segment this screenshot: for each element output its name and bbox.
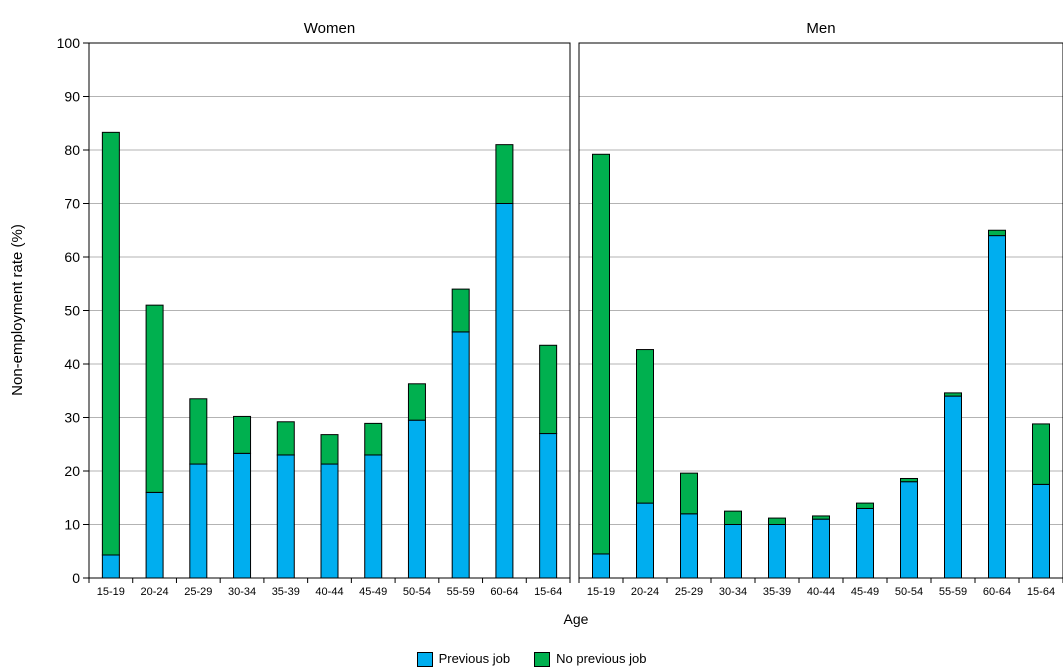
bar-women-40-44-previous-job — [320, 463, 339, 579]
legend-label-previous-job: Previous job — [438, 651, 511, 666]
legend-item-previous-job: Previous job — [416, 651, 511, 667]
bar-women-30-34-previous-job — [233, 452, 252, 579]
x-tick-label-men-15-19: 15-19 — [587, 586, 615, 598]
bar-women-15-19-no-previous-job — [101, 131, 120, 556]
bar-men-45-49-no-previous-job — [856, 502, 874, 509]
panel-frame-men — [578, 42, 1063, 579]
legend-swatch-no-previous-job — [534, 651, 551, 667]
bar-women-50-54-previous-job — [407, 419, 426, 579]
bar-men-30-34-previous-job — [724, 524, 742, 579]
y-tick-label-60: 60 — [64, 249, 80, 265]
legend-item-no-previous-job: No previous job — [534, 651, 646, 667]
y-axis-label: Non-employment rate (%) — [9, 224, 26, 396]
bar-men-55-59-no-previous-job — [944, 392, 962, 397]
bar-men-55-59-previous-job — [944, 395, 962, 579]
bar-women-50-54-no-previous-job — [407, 383, 426, 421]
bar-women-45-49-previous-job — [364, 454, 383, 579]
bar-women-60-64-no-previous-job — [495, 144, 514, 204]
bar-men-15-19-previous-job — [592, 553, 610, 579]
x-tick-label-men-50-54: 50-54 — [895, 586, 923, 598]
bar-men-35-39-previous-job — [768, 524, 786, 579]
bar-women-35-39-previous-job — [276, 454, 295, 579]
bar-women-30-34-no-previous-job — [233, 415, 252, 454]
bar-men-40-44-no-previous-job — [812, 515, 830, 520]
x-tick-label-men-55-59: 55-59 — [939, 586, 967, 598]
x-tick-label-women-60-64: 60-64 — [490, 586, 518, 598]
y-tick-label-40: 40 — [64, 356, 80, 372]
x-tick-label-men-25-29: 25-29 — [675, 586, 703, 598]
x-tick-label-men-40-44: 40-44 — [807, 586, 835, 598]
bar-women-55-59-no-previous-job — [451, 288, 470, 333]
bar-men-35-39-no-previous-job — [768, 517, 786, 526]
x-tick-label-women-45-49: 45-49 — [359, 586, 387, 598]
y-tick-label-10: 10 — [64, 517, 80, 533]
legend-swatch-previous-job — [416, 651, 433, 667]
y-tick-label-80: 80 — [64, 142, 80, 158]
bar-men-20-24-previous-job — [636, 502, 654, 579]
legend-label-no-previous-job: No previous job — [556, 651, 647, 666]
bar-men-60-64-no-previous-job — [988, 229, 1006, 237]
y-tick-label-50: 50 — [64, 303, 80, 319]
x-tick-label-men-15-64: 15-64 — [1027, 586, 1055, 598]
x-axis-label: Age — [564, 611, 589, 627]
bar-women-20-24-no-previous-job — [145, 304, 164, 493]
bar-men-50-54-no-previous-job — [900, 477, 918, 483]
x-tick-label-men-30-34: 30-34 — [719, 586, 747, 598]
bar-women-15-64-no-previous-job — [539, 344, 558, 435]
bar-men-15-64-previous-job — [1032, 483, 1050, 579]
x-tick-label-women-20-24: 20-24 — [141, 586, 169, 598]
x-tick-label-women-25-29: 25-29 — [184, 586, 212, 598]
x-tick-label-women-30-34: 30-34 — [228, 586, 256, 598]
x-tick-label-women-40-44: 40-44 — [315, 586, 343, 598]
y-tick-label-100: 100 — [57, 35, 81, 51]
bar-women-25-29-previous-job — [189, 463, 208, 579]
x-tick-label-men-20-24: 20-24 — [631, 586, 659, 598]
bar-women-55-59-previous-job — [451, 331, 470, 579]
x-tick-label-men-45-49: 45-49 — [851, 586, 879, 598]
panel-title-men: Men — [806, 20, 835, 37]
y-tick-label-30: 30 — [64, 410, 80, 426]
bar-women-35-39-no-previous-job — [276, 421, 295, 456]
y-tick-label-0: 0 — [72, 570, 80, 586]
x-tick-label-women-55-59: 55-59 — [447, 586, 475, 598]
bar-women-45-49-no-previous-job — [364, 422, 383, 456]
bar-men-15-64-no-previous-job — [1032, 423, 1050, 485]
bar-men-20-24-no-previous-job — [636, 349, 654, 504]
x-tick-label-men-35-39: 35-39 — [763, 586, 791, 598]
panel-title-women: Women — [304, 20, 355, 37]
panel-1: 15-19 20-24 25-29 30-34 35-39 40-44 45-49 50-54… — [578, 20, 1063, 598]
bar-women-25-29-no-previous-job — [189, 398, 208, 465]
legend: Previous job No previous job — [0, 651, 1063, 667]
bar-men-15-19-no-previous-job — [592, 153, 610, 555]
y-tick-label-70: 70 — [64, 196, 80, 212]
x-tick-label-women-50-54: 50-54 — [403, 586, 431, 598]
bar-women-60-64-previous-job — [495, 203, 514, 579]
x-tick-label-women-15-19: 15-19 — [97, 586, 125, 598]
bar-men-30-34-no-previous-job — [724, 510, 742, 525]
panel-0: 15-19 20-24 25-29 30-34 35-39 40-44 45-49 50-54… — [57, 20, 571, 598]
y-tick-label-20: 20 — [64, 463, 80, 479]
bar-men-45-49-previous-job — [856, 507, 874, 579]
bar-men-60-64-previous-job — [988, 235, 1006, 579]
bar-women-15-19-previous-job — [101, 554, 120, 579]
x-tick-label-women-15-64: 15-64 — [534, 586, 562, 598]
bar-women-15-64-previous-job — [539, 433, 558, 579]
bar-men-25-29-no-previous-job — [680, 472, 698, 515]
bar-men-25-29-previous-job — [680, 513, 698, 579]
bar-men-50-54-previous-job — [900, 481, 918, 579]
x-tick-label-women-35-39: 35-39 — [272, 586, 300, 598]
bar-men-40-44-previous-job — [812, 518, 830, 579]
y-tick-label-90: 90 — [64, 89, 80, 105]
bar-women-20-24-previous-job — [145, 491, 164, 579]
x-tick-label-men-60-64: 60-64 — [983, 586, 1011, 598]
bar-women-40-44-no-previous-job — [320, 434, 339, 465]
